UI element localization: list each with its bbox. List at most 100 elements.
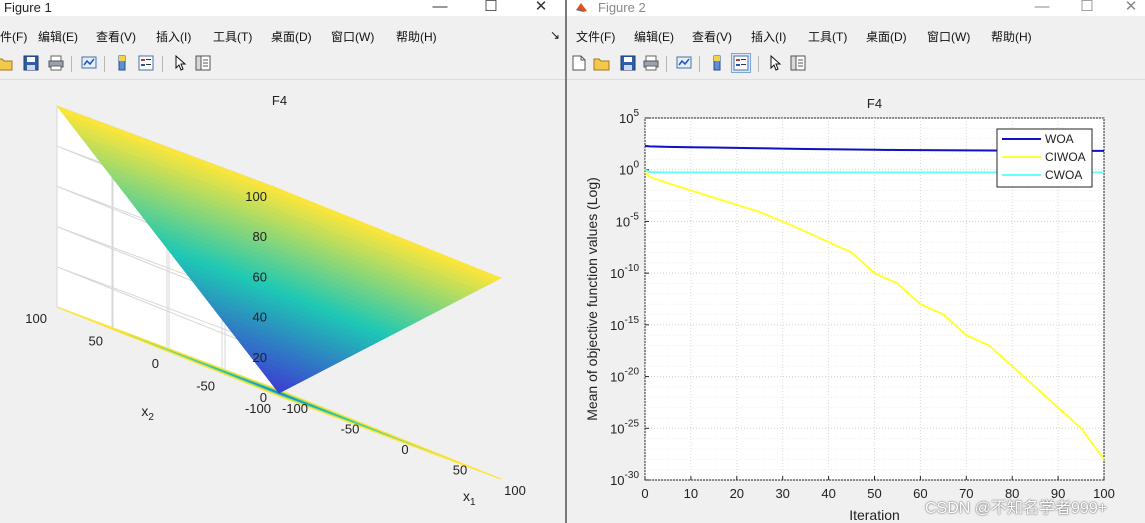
x-tick-label: 40 bbox=[821, 486, 835, 501]
figure1-minimize-button[interactable]: — bbox=[432, 0, 448, 15]
figure1-titlebar[interactable]: Figure 1 — ☐ ✕ bbox=[0, 0, 565, 16]
x-tick-label: 50 bbox=[867, 486, 881, 501]
z-tick-label: 20 bbox=[253, 350, 267, 365]
figure2-menu-file[interactable]: 文件(F) bbox=[576, 30, 616, 44]
figure2-close-button[interactable]: ✕ bbox=[1124, 0, 1138, 15]
matlab-logo-icon bbox=[576, 3, 587, 12]
x-tick-label: 0 bbox=[641, 486, 648, 501]
x-tick-label: 20 bbox=[730, 486, 744, 501]
legend-label: WOA bbox=[1045, 132, 1074, 146]
y-tick-exponent: -25 bbox=[625, 418, 640, 429]
figure1-window: Figure 1 — ☐ ✕ 件(F) 编辑(E) 查看(V) 插入(I) 工具… bbox=[0, 0, 565, 523]
figure2-menubar: 文件(F) 编辑(E) 查看(V) 插入(I) 工具(T) 桌面(D) 窗口(W… bbox=[567, 25, 1145, 45]
figure2-menu-tools[interactable]: 工具(T) bbox=[808, 30, 848, 44]
x-tick-label: 60 bbox=[913, 486, 927, 501]
figure1-toolbar bbox=[0, 50, 565, 78]
face-y-max bbox=[56, 105, 280, 394]
toolbar-separator bbox=[699, 56, 700, 72]
figure2-titlebar[interactable]: Figure 2 — ☐ ✕ bbox=[567, 0, 1145, 16]
toolbar-separator bbox=[758, 56, 759, 72]
surface-plot[interactable]: F4 0 20 40 60 80 100 -100 -50 0 50 100 -100 -50 0 50 100… bbox=[0, 80, 565, 523]
figure1-close-button[interactable]: ✕ bbox=[534, 0, 548, 15]
figure1-menu-insert[interactable]: 插入(I) bbox=[156, 30, 192, 44]
print-icon[interactable] bbox=[47, 54, 65, 72]
y-tick-label: 10-10 bbox=[610, 263, 639, 281]
watermark: CSDN @不知名学者999+ bbox=[925, 500, 1108, 517]
link-plot-icon[interactable] bbox=[675, 54, 693, 72]
property-inspector-icon[interactable] bbox=[789, 54, 807, 72]
new-figure-icon[interactable] bbox=[570, 54, 588, 72]
x-tick-label: 10 bbox=[684, 486, 698, 501]
figure2-maximize-button[interactable]: ☐ bbox=[1080, 0, 1094, 15]
toolbar-separator bbox=[104, 56, 105, 72]
figure2-window: Figure 2 — ☐ ✕ 文件(F) 编辑(E) 查看(V) 插入(I) 工… bbox=[567, 0, 1145, 523]
figure1-menu-overflow-icon[interactable]: ↘ bbox=[550, 28, 561, 42]
surface-axes: 0 20 40 60 80 100 -100 -50 0 50 100 -100 -50 0 50 100 x1… bbox=[25, 189, 526, 508]
x2-tick-label: -50 bbox=[196, 379, 215, 394]
open-folder-icon[interactable] bbox=[0, 54, 14, 72]
colorbar-icon[interactable] bbox=[708, 54, 726, 72]
print-icon[interactable] bbox=[642, 54, 660, 72]
figure2-menu-desktop[interactable]: 桌面(D) bbox=[866, 30, 907, 44]
legend-icon[interactable] bbox=[137, 54, 155, 72]
save-icon[interactable] bbox=[619, 54, 637, 72]
x1-tick-label: 50 bbox=[453, 463, 467, 478]
y-tick-label: 10-15 bbox=[610, 315, 639, 333]
y-tick-exponent: -10 bbox=[625, 263, 640, 274]
figure2-menu-edit[interactable]: 编辑(E) bbox=[634, 30, 674, 44]
figure1-menu-file[interactable]: 件(F) bbox=[0, 30, 28, 44]
open-folder-icon[interactable] bbox=[593, 54, 611, 72]
series-line-ciwoa bbox=[644, 171, 1105, 460]
property-inspector-icon[interactable] bbox=[194, 54, 212, 72]
figure2-plot-area: F4 0 10 20 30 40 50 60 70 80 90 100 105 100 10-5 10-10 1… bbox=[567, 79, 1145, 523]
z-tick-label: 80 bbox=[253, 229, 267, 244]
figure1-menu-tools[interactable]: 工具(T) bbox=[213, 30, 253, 44]
figure2-minimize-button[interactable]: — bbox=[1034, 0, 1050, 15]
link-plot-icon[interactable] bbox=[80, 54, 98, 72]
figure2-title: Figure 2 bbox=[598, 0, 646, 15]
y-tick-label: 10-20 bbox=[610, 367, 639, 385]
surface-strip bbox=[276, 187, 502, 282]
figure1-menubar: 件(F) 编辑(E) 查看(V) 插入(I) 工具(T) 桌面(D) 窗口(W)… bbox=[0, 25, 565, 45]
y-tick-label: 10-25 bbox=[610, 418, 639, 436]
legend-icon[interactable] bbox=[731, 53, 751, 73]
figure1-menu-edit[interactable]: 编辑(E) bbox=[38, 30, 78, 44]
save-icon[interactable] bbox=[22, 54, 40, 72]
x-tick-label: 70 bbox=[959, 486, 973, 501]
x2-tick-label: -100 bbox=[245, 401, 271, 416]
figure1-menu-desktop[interactable]: 桌面(D) bbox=[271, 30, 312, 44]
z-tick-label: 60 bbox=[253, 269, 267, 284]
figure1-title: Figure 1 bbox=[4, 0, 52, 15]
toolbar-separator bbox=[666, 56, 667, 72]
y-axis-ticks: 105 100 10-5 10-10 10-15 10-20 10-25 10-30 bbox=[610, 108, 649, 488]
figure1-maximize-button[interactable]: ☐ bbox=[484, 0, 498, 15]
x1-tick-label: 100 bbox=[504, 483, 526, 498]
x-tick-label: 80 bbox=[1005, 486, 1019, 501]
x2-axis-label-subscript: 2 bbox=[148, 412, 154, 423]
colorbar-icon[interactable] bbox=[113, 54, 131, 72]
figure1-menu-help[interactable]: 帮助(H) bbox=[396, 30, 437, 44]
figure1-plot-area: F4 0 20 40 60 80 100 -100 -50 0 50 100 -100 -50 0 50 100… bbox=[0, 79, 565, 523]
z-tick-label: 100 bbox=[245, 189, 267, 204]
line-plot-title: F4 bbox=[867, 96, 882, 111]
surface-plot-title: F4 bbox=[272, 93, 287, 108]
legend-label: CWOA bbox=[1045, 168, 1082, 182]
figure2-menu-window[interactable]: 窗口(W) bbox=[927, 30, 971, 44]
x-axis-label: Iteration bbox=[849, 507, 900, 523]
figure2-menu-help[interactable]: 帮助(H) bbox=[991, 30, 1032, 44]
convergence-plot[interactable]: F40 10 20 30 40 50 60 70 80 90 10010510010-510-101… bbox=[567, 80, 1145, 523]
pointer-icon[interactable] bbox=[766, 54, 784, 72]
y-tick-exponent: -30 bbox=[625, 470, 640, 481]
x2-tick-label: 100 bbox=[25, 311, 47, 326]
figure2-menu-view[interactable]: 查看(V) bbox=[692, 30, 732, 44]
figure1-menu-window[interactable]: 窗口(W) bbox=[331, 30, 375, 44]
figure2-toolbar bbox=[567, 50, 1145, 78]
figure2-menu-insert[interactable]: 插入(I) bbox=[751, 30, 787, 44]
x2-axis-label: x2 bbox=[141, 403, 154, 423]
y-tick-exponent: -5 bbox=[630, 211, 639, 222]
x1-tick-label: -50 bbox=[341, 422, 360, 437]
pointer-icon[interactable] bbox=[171, 54, 189, 72]
y-tick-exponent: 5 bbox=[633, 108, 639, 119]
figure1-menu-view[interactable]: 查看(V) bbox=[96, 30, 136, 44]
x1-tick-label: -100 bbox=[282, 401, 308, 416]
